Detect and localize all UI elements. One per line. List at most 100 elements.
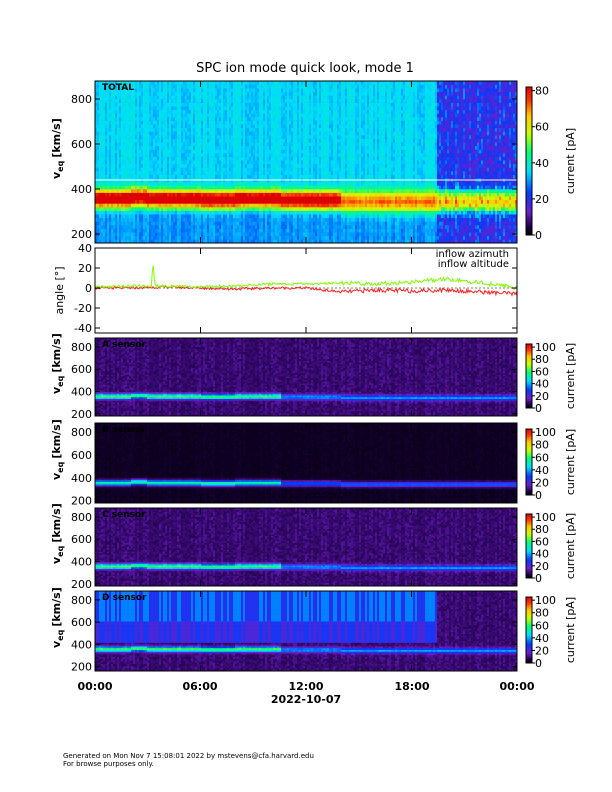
y-tick-label: 600 (71, 138, 92, 151)
y-tick-label: 800 (71, 594, 92, 607)
colorbar-tick-label: 20 (535, 390, 549, 403)
y-tick-label: 20 (78, 262, 92, 275)
x-axis-labels: 00:00 06:00 12:00 18:00 00:00 2022-10-07 (77, 680, 534, 706)
footer: Generated on Mon Nov 7 15:08:01 2022 by … (63, 752, 314, 768)
x-tick-label-4: 00:00 (499, 680, 534, 693)
heatmap-cells (95, 591, 518, 672)
colorbar-tick-label: 60 (535, 451, 549, 464)
colorbar-label: current [pA] (564, 343, 577, 409)
colorbar-label: current [pA] (564, 597, 577, 663)
y-tick-label: 400 (71, 472, 92, 485)
y-axis: 200 400 600 800 (71, 93, 517, 241)
series-line-1 (94, 265, 518, 290)
colorbar-frame (525, 596, 533, 664)
y-tick-label: 200 (71, 661, 92, 674)
y-tick-label: 600 (71, 363, 92, 376)
colorbar-frame (525, 428, 533, 496)
y-tick-label: 800 (71, 426, 92, 439)
colorbar-tick-label: 20 (535, 560, 549, 573)
colorbar-tick-label: 0 (535, 402, 542, 415)
y-axis-label: veq[km/s] (50, 419, 65, 480)
heatmap-cells (95, 508, 518, 587)
colorbar-label: current [pA] (564, 513, 577, 579)
y-axis-label: angle [°] (53, 266, 66, 314)
y-tick-label: 800 (71, 341, 92, 354)
heatmap-cells (95, 81, 518, 244)
colorbar-frame (525, 343, 533, 409)
colorbar-tick-label: 80 (535, 607, 549, 620)
legend-entry-0: inflow azimuth (436, 249, 509, 260)
panel-0: TOTAL 200 400 600 800 veq[km/s] 0 20 40 60 80 curre… (50, 80, 577, 244)
y-tick-label: 200 (71, 408, 92, 421)
x-ticks (94, 338, 518, 416)
y-tick-label: 200 (71, 228, 92, 241)
x-ticks (94, 591, 518, 671)
panel-label: TOTAL (102, 83, 134, 93)
footer-generated: Generated on Mon Nov 7 15:08:01 2022 by … (63, 752, 314, 760)
y-tick-label: 600 (71, 616, 92, 629)
panel-label: D sensor (102, 593, 147, 603)
x-tick-label-2: 12:00 (288, 680, 323, 693)
x-ticks (94, 423, 518, 503)
colorbar-tick-label: 40 (535, 632, 549, 645)
colorbar-tick-label: 100 (535, 511, 556, 524)
colorbar-tick-label: 40 (535, 464, 549, 477)
panel-3: B sensor200400600800veq[km/s]02040608010… (50, 419, 577, 507)
heatmap-cells (95, 423, 518, 504)
colorbar: 0 20 40 60 80 current [pA] (525, 85, 577, 242)
y-tick-label: 0 (85, 282, 92, 295)
y-axis: 200 400 600 800 (71, 341, 517, 421)
y-tick-label: 400 (71, 385, 92, 398)
colorbar-tick-label: 20 (535, 193, 549, 206)
colorbar-tick-label: 80 (535, 353, 549, 366)
panel-5: D sensor200400600800veq[km/s]02040608010… (50, 587, 577, 673)
y-axis-label: veq[km/s] (50, 333, 65, 394)
y-tick-label: 200 (71, 578, 92, 591)
y-tick-label: 800 (71, 93, 92, 106)
y-axis-label: veq[km/s] (50, 503, 65, 564)
y-axis: 200 400 600 800 (71, 426, 517, 508)
panel-label: A sensor (102, 340, 147, 350)
colorbar-tick-label: 0 (535, 657, 542, 670)
colorbar-tick-label: 20 (535, 644, 549, 657)
colorbar-tick-label: 80 (535, 439, 549, 452)
y-axis: -40 -20 0 20 40 (74, 242, 517, 335)
panel-4: C sensor200400600800veq[km/s]02040608010… (50, 503, 577, 591)
y-axis-label: veq[km/s] (50, 587, 65, 648)
colorbar-tick-label: 80 (535, 523, 549, 536)
y-tick-label: 400 (71, 638, 92, 651)
x-ticks (94, 248, 518, 333)
legend-entry-1: inflow altitude (438, 259, 509, 270)
x-ticks (94, 508, 518, 586)
colorbar-frame (525, 513, 533, 579)
colorbar-label: current [pA] (564, 429, 577, 495)
colorbar-tick-label: 60 (535, 365, 549, 378)
y-tick-label: -40 (74, 322, 92, 335)
colorbar-tick-label: 100 (535, 426, 556, 439)
x-tick-label-3: 18:00 (394, 680, 429, 693)
y-tick-label: 800 (71, 511, 92, 524)
x-tick-label-0: 00:00 (77, 680, 112, 693)
panel-2: A sensor200400600800veq[km/s]02040608010… (50, 333, 577, 421)
y-tick-label: 600 (71, 449, 92, 462)
figure-title: SPC ion mode quick look, mode 1 (196, 61, 414, 76)
y-axis: 200 400 600 800 (71, 594, 517, 674)
y-tick-label: 600 (71, 533, 92, 546)
colorbar-tick-label: 100 (535, 341, 556, 354)
y-axis: 200 400 600 800 (71, 511, 517, 591)
y-tick-label: 400 (71, 555, 92, 568)
colorbar-tick-label: 0 (535, 489, 542, 502)
colorbar-tick-label: 40 (535, 548, 549, 561)
heatmap-cells (95, 338, 518, 417)
colorbar-tick-label: 0 (535, 572, 542, 585)
colorbar-tick-label: 40 (535, 378, 549, 391)
x-ticks (94, 81, 518, 243)
y-tick-label: 200 (71, 495, 92, 508)
colorbar-tick-label: 80 (535, 85, 549, 98)
